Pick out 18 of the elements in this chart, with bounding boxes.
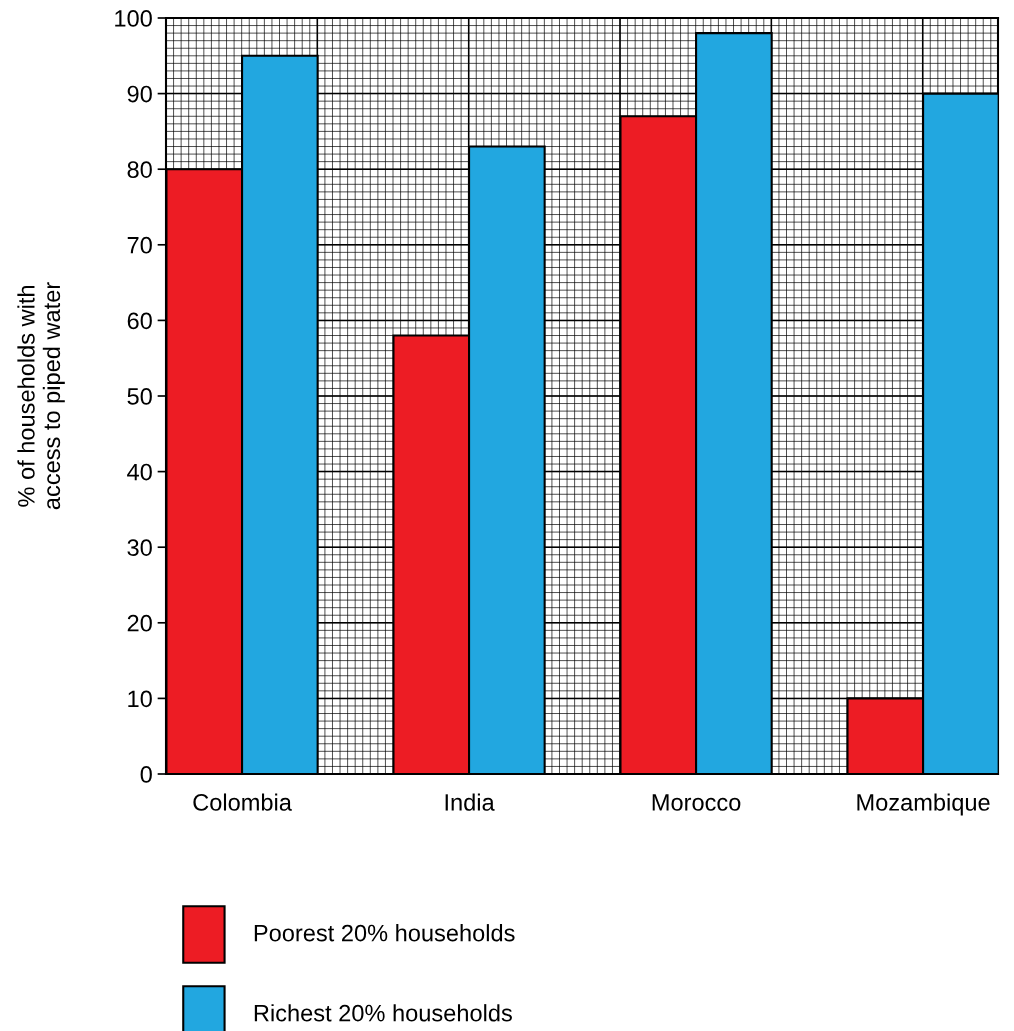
y-tick-label: 10 bbox=[128, 690, 152, 708]
legend-label: Richest 20% households bbox=[254, 1004, 512, 1022]
x-tick-label: Mozambique bbox=[857, 793, 990, 816]
y-axis-title: % of households with access to piped water bbox=[17, 282, 65, 510]
x-tick-label: Morocco bbox=[652, 794, 741, 811]
y-tick-label: 30 bbox=[127, 539, 152, 556]
y-tick-label: 90 bbox=[127, 85, 152, 103]
y-tick-label: 100 bbox=[115, 10, 152, 27]
y-tick-label: 70 bbox=[127, 236, 152, 254]
y-tick-label: 0 bbox=[140, 766, 152, 783]
y-tick-label: 40 bbox=[127, 463, 152, 481]
legend-label: Poorest 20% households bbox=[254, 924, 515, 942]
y-tick-label: 50 bbox=[127, 388, 152, 405]
x-tick-label: India bbox=[445, 793, 495, 811]
x-tick-label: Colombia bbox=[193, 793, 292, 811]
y-tick-label: 20 bbox=[127, 614, 152, 632]
y-tick-label: 60 bbox=[127, 312, 152, 330]
y-tick-label: 80 bbox=[127, 161, 152, 178]
